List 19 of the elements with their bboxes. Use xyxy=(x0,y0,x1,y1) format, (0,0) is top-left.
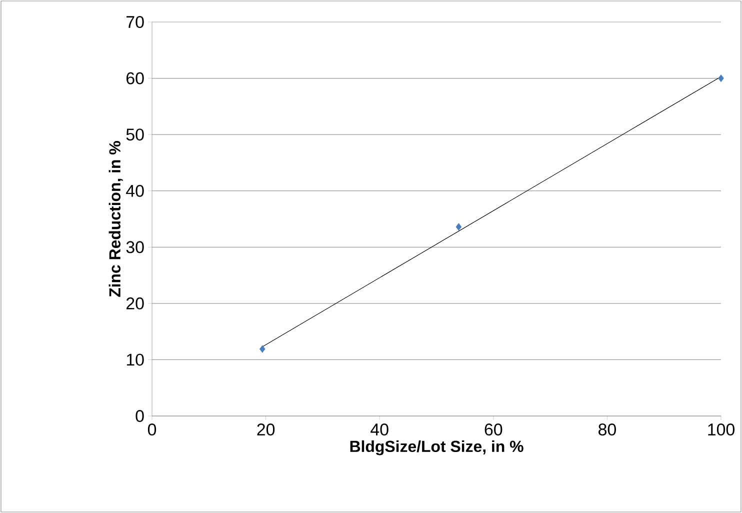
x-tick-label: 40 xyxy=(370,424,388,436)
y-tick-label: 20 xyxy=(126,297,144,310)
y-tick-label: 50 xyxy=(126,128,144,141)
point xyxy=(456,223,462,231)
point xyxy=(718,74,724,82)
x-tick-label: 20 xyxy=(257,424,275,436)
x-tick-label: 0 xyxy=(148,424,156,436)
y-tick-label: 70 xyxy=(126,16,144,28)
x-axis-title: BldgSize/Lot Size, in % xyxy=(350,440,524,456)
y-tick-label: 0 xyxy=(136,410,144,422)
point xyxy=(259,345,266,353)
y-tick-label: 60 xyxy=(126,72,144,84)
x-tick-label: 80 xyxy=(598,424,616,436)
x-tick-label: 100 xyxy=(708,424,734,436)
y-tick-label: 10 xyxy=(126,354,144,366)
x-tick-label: 60 xyxy=(484,424,502,436)
y-tick-label: 30 xyxy=(126,241,144,254)
y-tick-label: 40 xyxy=(126,184,144,197)
y-axis-title: Zinc Reduction, in % xyxy=(108,141,123,297)
